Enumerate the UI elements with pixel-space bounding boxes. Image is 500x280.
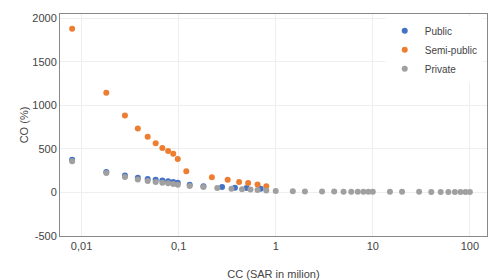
svg-text:1000: 1000 <box>32 99 56 111</box>
svg-text:Public: Public <box>425 26 452 37</box>
svg-text:500: 500 <box>38 143 56 155</box>
svg-text:0,01: 0,01 <box>71 240 92 252</box>
svg-text:CO (%): CO (%) <box>18 107 30 144</box>
svg-text:2000: 2000 <box>32 12 56 24</box>
svg-text:1500: 1500 <box>32 56 56 68</box>
svg-text:-500: -500 <box>35 230 57 242</box>
svg-text:0,1: 0,1 <box>171 240 186 252</box>
svg-text:1: 1 <box>273 240 279 252</box>
svg-text:100: 100 <box>461 240 479 252</box>
svg-text:0: 0 <box>51 186 57 198</box>
svg-text:Semi-public: Semi-public <box>425 45 477 56</box>
svg-text:10: 10 <box>367 240 379 252</box>
svg-text:CC (SAR in milion): CC (SAR in milion) <box>227 268 319 280</box>
svg-text:Private: Private <box>425 64 457 75</box>
